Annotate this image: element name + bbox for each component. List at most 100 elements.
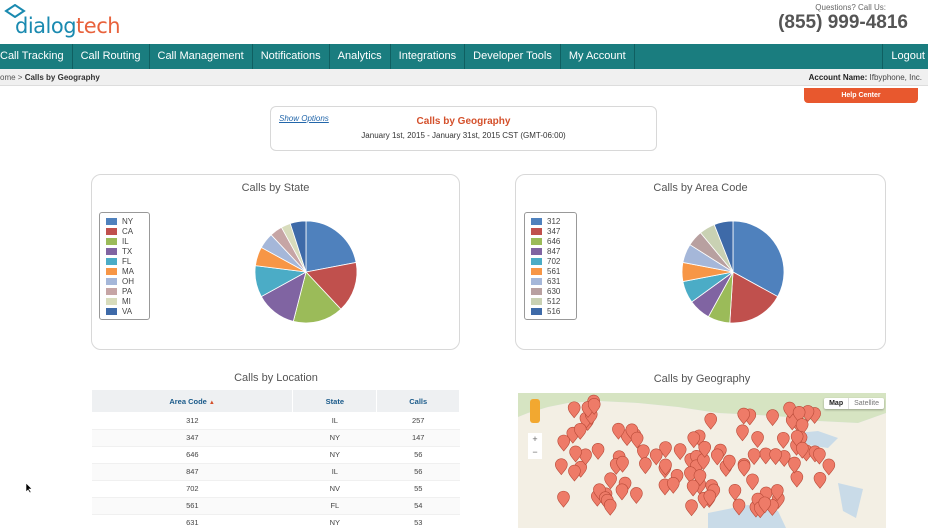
nav-call-tracking[interactable]: Call Tracking (0, 44, 73, 69)
map-marker-icon[interactable] (813, 447, 826, 465)
map-marker-icon[interactable] (587, 398, 601, 415)
logo[interactable]: dialogtech (0, 4, 121, 40)
pie-slice-CA[interactable] (305, 261, 358, 310)
map-marker-icon[interactable] (698, 440, 712, 458)
map-marker-icon[interactable] (703, 489, 717, 507)
map-marker-icon[interactable] (612, 422, 625, 440)
legend-swatch (106, 307, 117, 315)
col-state[interactable]: State (292, 390, 378, 412)
pie-slice-VA[interactable] (289, 220, 307, 273)
geography-map[interactable]: + − Map Satellite (518, 393, 886, 528)
mouse-cursor-icon (25, 482, 33, 494)
legend-label: NY (122, 216, 134, 226)
map-marker-icon[interactable] (790, 470, 804, 488)
geography-title: Calls by Geography (653, 373, 751, 385)
nav-analytics[interactable]: Analytics (330, 44, 391, 69)
map-marker-icon[interactable] (673, 443, 687, 461)
map-marker-icon[interactable] (569, 445, 582, 463)
map-type-satellite[interactable]: Satellite (848, 398, 884, 409)
pie-slice-516[interactable] (713, 220, 734, 273)
map-marker-icon[interactable] (616, 455, 629, 473)
map-marker-icon[interactable] (666, 476, 680, 494)
account-value: Ifbyphone, Inc. (869, 73, 922, 82)
map-marker-icon[interactable] (796, 441, 809, 459)
map-marker-icon[interactable] (568, 464, 581, 482)
map-marker-icon[interactable] (822, 458, 836, 476)
map-marker-icon[interactable] (728, 484, 742, 501)
legend-label: 847 (547, 246, 561, 256)
map-marker-icon[interactable] (732, 498, 746, 516)
map-marker-icon[interactable] (604, 472, 617, 490)
nav-integrations[interactable]: Integrations (391, 44, 466, 69)
map-marker-icon[interactable] (770, 484, 784, 501)
map-marker-icon[interactable] (710, 448, 724, 466)
sort-asc-icon: ▲ (208, 399, 215, 406)
nav-call-management[interactable]: Call Management (150, 44, 253, 69)
map-marker-icon[interactable] (747, 448, 761, 466)
legend-item: FL (106, 256, 143, 266)
pie-slice-347[interactable] (729, 271, 779, 324)
map-marker-icon[interactable] (603, 498, 617, 516)
map-marker-icon[interactable] (630, 487, 643, 504)
legend-swatch (531, 277, 542, 285)
map-marker-icon[interactable] (557, 490, 570, 508)
zoom-out-button[interactable]: − (532, 447, 538, 457)
nav-notifications[interactable]: Notifications (253, 44, 330, 69)
table-cell: 147 (376, 429, 460, 447)
zoom-in-button[interactable]: + (532, 434, 538, 444)
pie-slice-NY[interactable] (305, 220, 357, 273)
map-marker-icon[interactable] (591, 443, 605, 460)
nav-developer-tools[interactable]: Developer Tools (465, 44, 561, 69)
map-marker-icon[interactable] (649, 448, 663, 466)
legend-item: MA (106, 266, 143, 276)
map-marker-icon[interactable] (615, 483, 629, 501)
col-area-code[interactable]: Area Code ▲ (92, 390, 294, 412)
map-marker-icon[interactable] (788, 456, 801, 474)
map-marker-icon[interactable] (630, 431, 644, 449)
map-marker-icon[interactable] (704, 412, 718, 430)
table-row: 347 NY 147 (92, 429, 460, 447)
map-marker-icon[interactable] (777, 431, 790, 449)
map-marker-icon[interactable] (687, 431, 701, 449)
logout-button[interactable]: Logout (882, 44, 928, 69)
map-marker-icon[interactable] (723, 454, 736, 472)
map-type-map[interactable]: Map (829, 400, 844, 407)
legend-label: 512 (547, 296, 561, 306)
map-marker-icon[interactable] (813, 472, 827, 489)
map-marker-icon[interactable] (758, 496, 772, 514)
help-center-button[interactable]: Help Center (804, 88, 918, 103)
map-marker-icon[interactable] (736, 424, 749, 442)
map-marker-icon[interactable] (685, 499, 698, 517)
map-marker-icon[interactable] (557, 434, 571, 452)
legend-item: 702 (531, 256, 570, 266)
street-view-pegman-icon[interactable] (530, 399, 540, 423)
map-marker-icon[interactable] (579, 448, 592, 466)
nav-my-account[interactable]: My Account (561, 44, 635, 69)
col-calls[interactable]: Calls (376, 390, 460, 412)
pie-slice-312[interactable] (732, 220, 785, 298)
map-marker-icon[interactable] (693, 469, 707, 487)
table-cell: 847 (92, 463, 293, 481)
map-marker-icon[interactable] (639, 457, 652, 475)
map-marker-icon[interactable] (637, 444, 650, 462)
map-marker-icon[interactable] (659, 458, 672, 476)
nav-call-routing[interactable]: Call Routing (73, 44, 150, 69)
legend-item: 646 (531, 236, 570, 246)
legend-item: 512 (531, 296, 570, 306)
map-marker-icon[interactable] (751, 431, 764, 448)
map-marker-icon[interactable] (769, 448, 782, 466)
areacode-chart-legend: 312 347 646 847 702 561 631 630 512 516 (524, 212, 577, 320)
breadcrumb-home[interactable]: ome > (0, 73, 23, 82)
legend-label: 312 (547, 216, 561, 226)
map-marker-icon[interactable] (737, 407, 751, 425)
map-marker-icon[interactable] (567, 401, 581, 419)
show-options-link[interactable]: Show Options (279, 114, 329, 123)
map-marker-icon[interactable] (737, 459, 751, 477)
map-marker-icon[interactable] (555, 458, 568, 476)
map-marker-icon[interactable] (686, 479, 700, 497)
pie-slice-IL[interactable] (292, 271, 342, 324)
table-row: 702 NV 55 (92, 480, 460, 498)
map-marker-icon[interactable] (766, 409, 779, 427)
map-marker-icon[interactable] (746, 473, 759, 491)
map-marker-icon[interactable] (573, 422, 587, 440)
